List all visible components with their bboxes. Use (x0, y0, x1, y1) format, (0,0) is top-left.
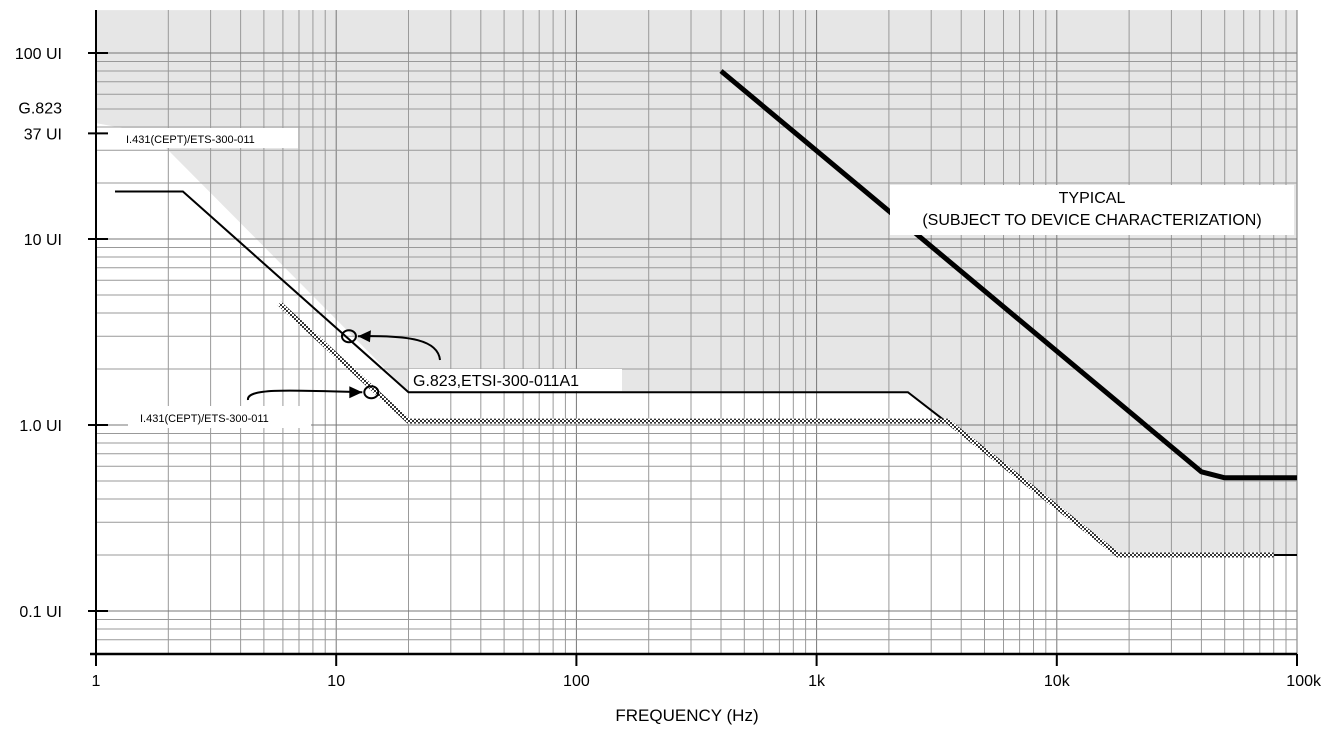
g823-arrow-line (357, 335, 441, 361)
g823-curve-label: G.823,ETSI-300-011A1 (413, 373, 579, 390)
i431-37ui-label: I.431(CEPT)/ETS-300-011 (126, 134, 255, 146)
series-line-typical (719, 69, 1297, 481)
i431-arrowhead (349, 386, 363, 399)
y-tick-label: 37 UI (24, 126, 62, 143)
i431-marker-circle (363, 385, 380, 400)
i431-curve-label-bg (128, 406, 311, 428)
series (115, 69, 1297, 558)
i431-curve-label: I.431(CEPT)/ETS-300-011 (140, 413, 269, 425)
shaded-region (96, 10, 1297, 556)
typical-label-bg (890, 185, 1294, 235)
x-tick-label: 100 (563, 673, 590, 690)
g823-marker-circle (340, 329, 357, 344)
x-tick-label: 10 (327, 673, 345, 690)
y-extra-label: G.823 (18, 100, 62, 117)
y-tick-label: 10 UI (24, 232, 62, 249)
typical-label-line2: (SUBJECT TO DEVICE CHARACTERIZATION) (922, 212, 1261, 229)
shaded-tolerance-region (96, 10, 1297, 556)
annotations: TYPICAL (SUBJECT TO DEVICE CHARACTERIZATI… (120, 128, 1294, 428)
x-tick-label: 10k (1044, 673, 1071, 690)
grid (95, 10, 1298, 654)
g823-arrowhead (357, 330, 371, 343)
x-tick-label: 100k (1286, 673, 1322, 690)
typical-label-line1: TYPICAL (1059, 190, 1126, 207)
i431-37ui-label-bg (120, 128, 298, 148)
y-tick-label: 100 UI (15, 46, 62, 63)
g823-curve-label-bg (409, 369, 622, 391)
y-tick-label: 1.0 UI (19, 418, 62, 435)
axes: 1 10 100 1k 10k 100k 0.1 UI 1.0 UI 10 UI 37 UI 100… (15, 10, 1322, 690)
x-tick-label: 1 (92, 673, 101, 690)
y-tick-label: 0.1 UI (19, 604, 62, 621)
x-axis-label: FREQUENCY (Hz) (615, 706, 758, 725)
x-tick-label: 1k (808, 673, 826, 690)
i431-arrow-line (247, 389, 363, 401)
series-line-i-431-cept-ets-300-011 (277, 301, 1274, 558)
